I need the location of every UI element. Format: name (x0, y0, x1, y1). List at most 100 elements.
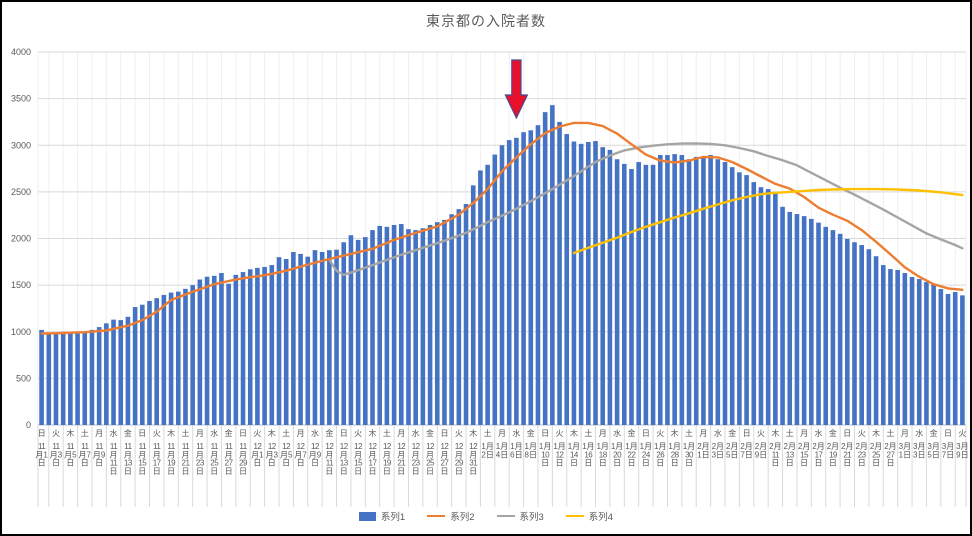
bar (132, 307, 138, 425)
x-tick-label: 土 11 月 21 日 (181, 428, 190, 476)
bar (240, 272, 246, 425)
bar (852, 242, 857, 425)
bar (514, 137, 519, 426)
bar (211, 275, 217, 425)
bar (413, 230, 418, 425)
bar (111, 319, 116, 425)
bar (39, 329, 44, 425)
x-tick-label: 日 3月 7日 (942, 429, 954, 459)
bar (643, 164, 649, 425)
x-tick-label: 土 12 月 19 日 (383, 428, 392, 476)
bar (68, 332, 73, 425)
bar (794, 214, 800, 425)
legend-item-series4[interactable]: 系列4 (565, 509, 614, 523)
bar (118, 320, 124, 425)
x-tick-label: 土 11 月7 日 (79, 428, 92, 468)
x-tick-label: 土 1月 30 日 (683, 428, 695, 468)
bar (787, 211, 793, 425)
x-tick-label: 木 2月 11 日 (769, 428, 781, 468)
bar (708, 155, 713, 425)
x-tick-label: 火 3月 9日 (956, 429, 968, 459)
y-tick-label: 2500 (11, 187, 31, 197)
bar (449, 214, 454, 425)
bar (636, 162, 641, 425)
legend-item-series1[interactable]: 系列1 (358, 509, 405, 523)
x-tick-label: 金 1月 8日 (525, 428, 537, 459)
x-tick-label: 金 1月 22 日 (625, 428, 637, 468)
bar (873, 256, 879, 425)
x-tick-label: 日 1月 10 日 (539, 429, 551, 468)
x-tick-label: 月 2月 1日 (697, 429, 709, 459)
bar (916, 279, 922, 425)
y-tick-label: 3500 (11, 94, 31, 104)
y-tick-label: 2000 (11, 234, 31, 244)
bar (823, 226, 829, 425)
x-tick-label: 日 2月 7日 (740, 429, 752, 459)
bar (938, 289, 944, 425)
bar (384, 226, 390, 425)
bar (319, 252, 325, 425)
bar (226, 283, 231, 425)
red-down-arrow-annotation[interactable] (504, 59, 529, 120)
bar (880, 265, 886, 425)
x-tick-label: 月 11 月9 日 (93, 429, 106, 468)
bar (147, 300, 152, 425)
bar (902, 273, 908, 425)
bar (801, 216, 807, 425)
bar (154, 298, 159, 425)
x-tick-label: 木 11 月5 日 (64, 428, 77, 468)
bar (492, 154, 498, 425)
series4-line-marker (565, 514, 584, 518)
y-tick-label: 0 (26, 420, 31, 430)
bar (780, 206, 785, 425)
x-tick-label: 月 3月 1日 (899, 429, 911, 459)
x-tick-label: 金 2月 19 日 (827, 428, 839, 468)
bar (593, 141, 598, 425)
bar (262, 266, 267, 425)
bar (578, 143, 584, 425)
bar (370, 230, 375, 425)
bar (830, 230, 836, 425)
bar (816, 222, 821, 425)
bar (758, 187, 764, 425)
bar (586, 141, 591, 425)
bar (564, 134, 570, 425)
bar (305, 256, 311, 425)
y-tick-label: 1500 (11, 280, 31, 290)
series1-bar-marker (358, 511, 376, 521)
x-tick-label: 日 11 月1 日 (35, 429, 48, 468)
bar (470, 185, 476, 425)
line-series3-gray (328, 142, 964, 277)
bar (665, 155, 670, 425)
bar (204, 276, 210, 425)
bar (729, 167, 735, 425)
x-tick-label: 日 11 月 15 日 (138, 429, 147, 476)
bar (89, 329, 95, 425)
bar (521, 132, 526, 425)
line-series2-orange (40, 121, 964, 335)
bar (888, 269, 893, 425)
legend-item-series2[interactable]: 系列2 (427, 509, 475, 523)
x-tick-label: 土 1月 2日 (481, 428, 493, 459)
bar (276, 257, 282, 425)
bar (744, 175, 749, 425)
legend-label-series4: 系列4 (588, 512, 614, 523)
legend-label-series2: 系列2 (450, 512, 475, 523)
x-tick-label: 月 2月 15 日 (798, 429, 810, 468)
x-tick-label: 日 12 月 27 日 (440, 429, 449, 476)
bar (485, 164, 490, 425)
x-tick-label: 月 1月 18 日 (596, 429, 608, 468)
x-tick-label: 土 2月 27 日 (884, 428, 896, 468)
bar (377, 225, 383, 425)
bar (96, 327, 102, 425)
bar (715, 159, 721, 426)
bar (478, 170, 483, 425)
legend-item-series3[interactable]: 系列3 (496, 509, 544, 523)
line-series4-yellow (572, 187, 964, 255)
x-tick-label: 水 1月 20 日 (611, 428, 623, 468)
bar (528, 130, 534, 425)
bar (909, 277, 915, 425)
x-tick-label: 水 12 月 23 日 (412, 428, 421, 476)
chart-title[interactable]: 東京都の入院者数 (426, 13, 546, 29)
